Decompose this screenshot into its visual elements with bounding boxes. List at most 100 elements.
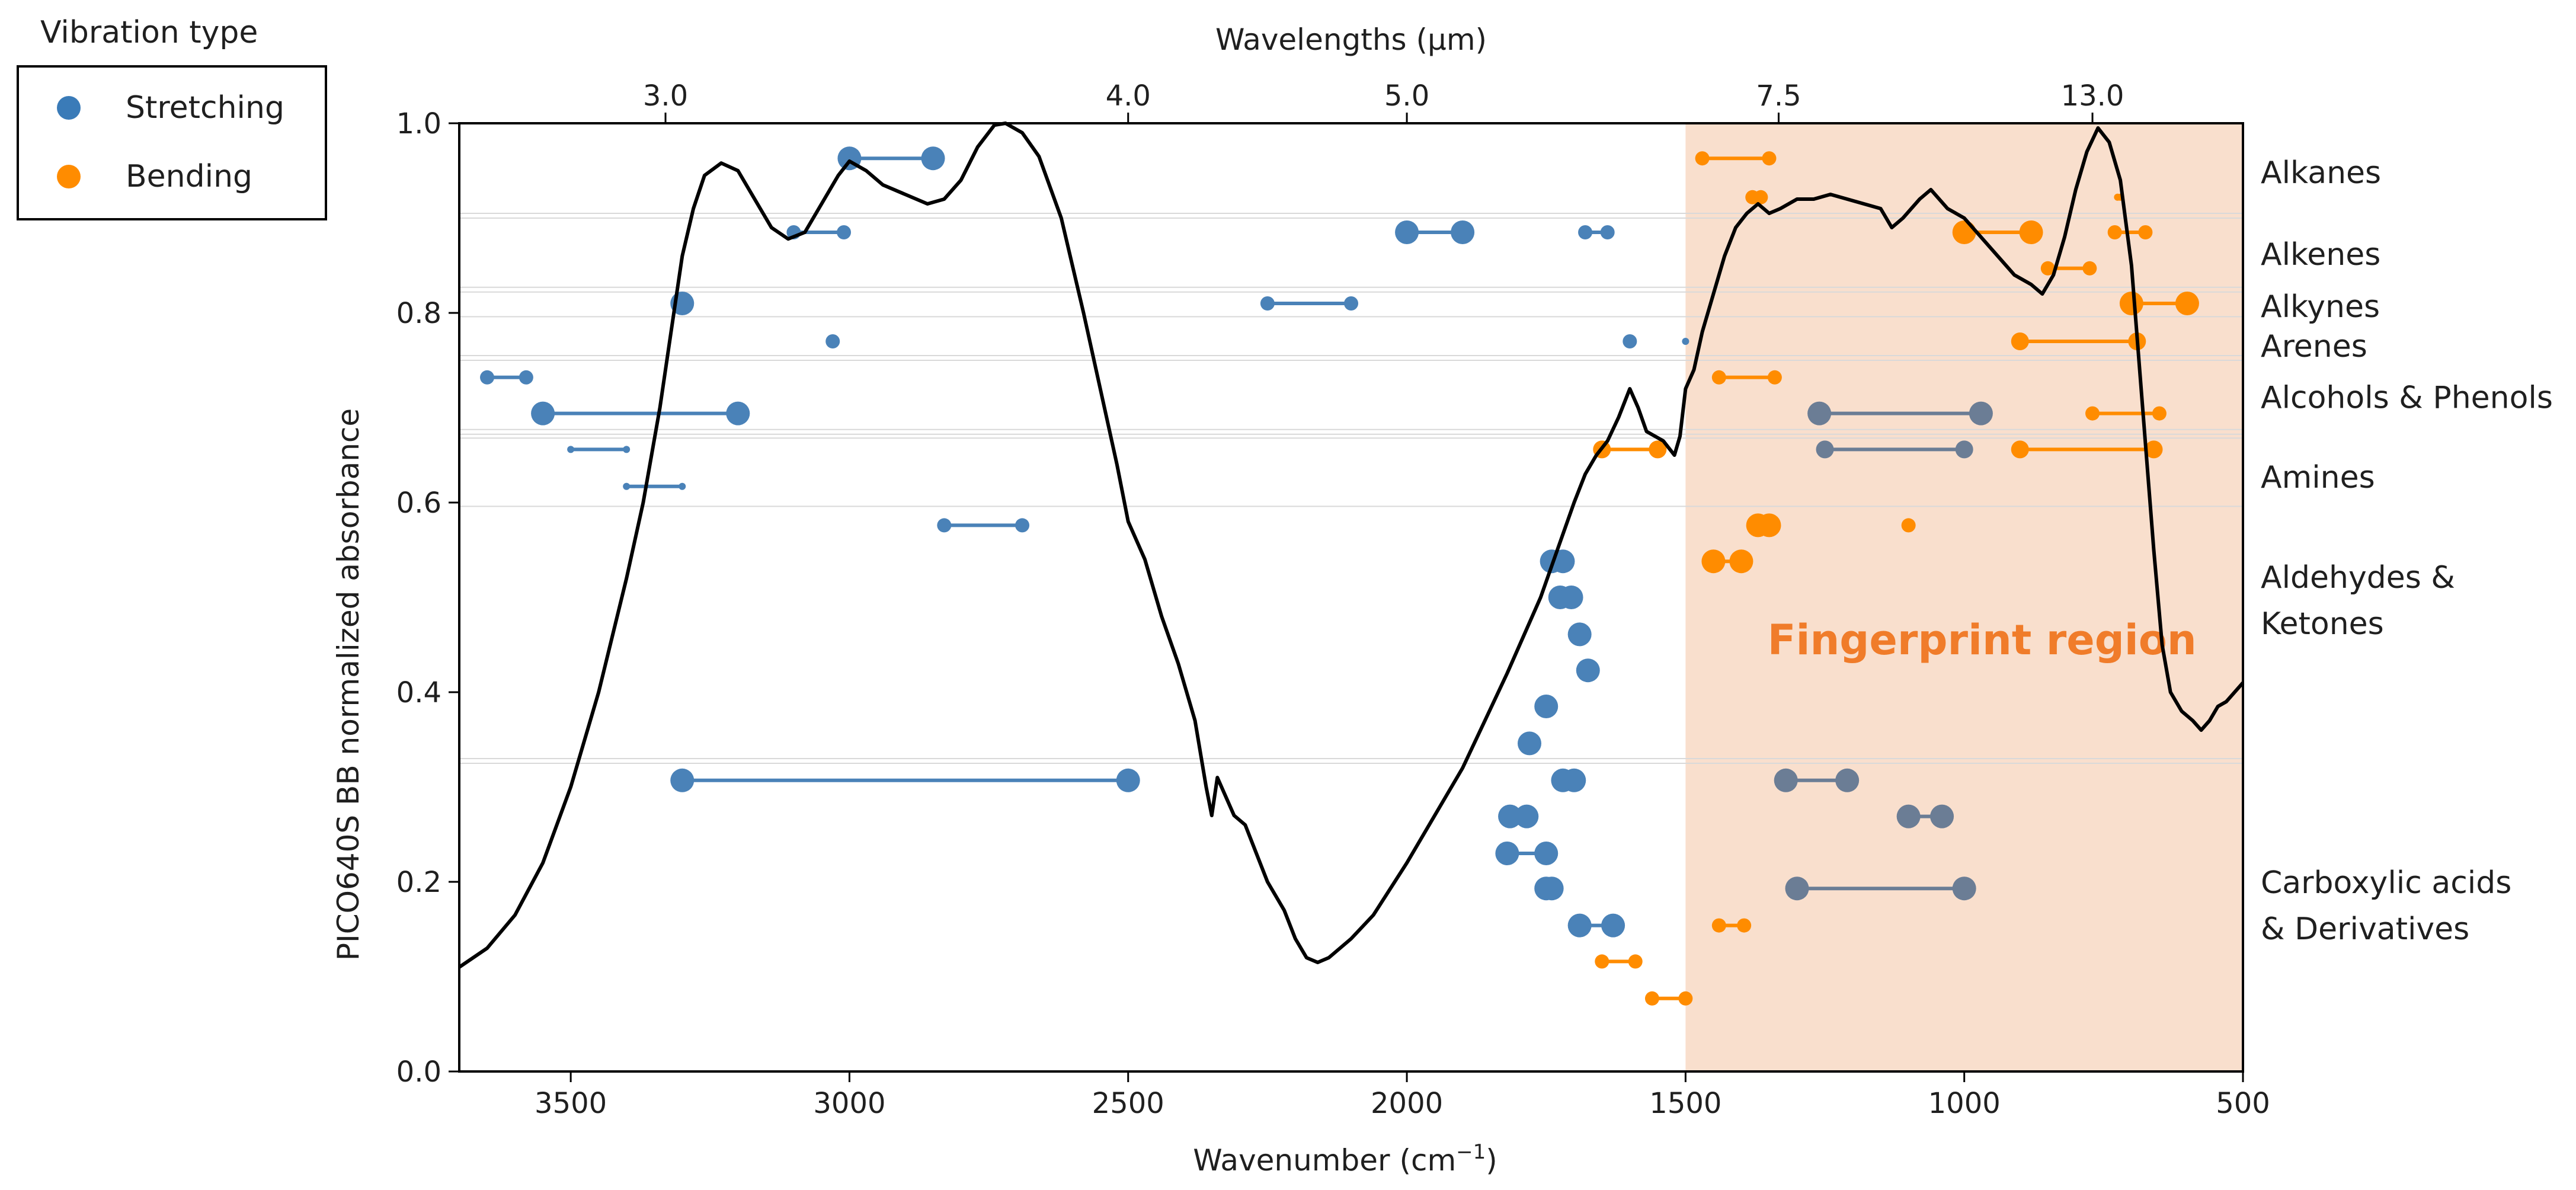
band-start-marker bbox=[531, 401, 555, 426]
carboxylic-gray-band bbox=[1774, 768, 1860, 792]
legend-title: Vibration type bbox=[40, 15, 258, 50]
band-start-marker bbox=[1711, 918, 1726, 933]
band-end-marker bbox=[1729, 549, 1753, 574]
x-tick-label: 1500 bbox=[1649, 1087, 1721, 1120]
amines-stretching-band bbox=[567, 446, 631, 453]
x-tick-label: 500 bbox=[2216, 1087, 2270, 1120]
functional-group-labels: Alkanes Alkenes Alkynes Arenes Alcohols & Ph… bbox=[2261, 155, 2553, 947]
band-start-marker bbox=[1695, 151, 1710, 166]
group-label: Arenes bbox=[2261, 329, 2367, 364]
y-tick-label: 1.0 bbox=[396, 107, 441, 140]
top-tick-label: 3.0 bbox=[643, 79, 688, 113]
aldehydes-stretching-band bbox=[1567, 622, 1592, 647]
arenes-bending-band bbox=[2011, 332, 2146, 350]
band-end-marker bbox=[1767, 370, 1782, 385]
band-end-marker bbox=[2152, 406, 2167, 421]
band-start-marker bbox=[1785, 876, 1809, 901]
amines-stretching-band bbox=[623, 482, 686, 490]
band-start-marker bbox=[2040, 261, 2055, 276]
band-start-marker bbox=[1567, 622, 1592, 647]
plot-frame bbox=[458, 122, 2244, 1073]
y-tick-label: 0.2 bbox=[396, 866, 441, 899]
alkenes-bending-band bbox=[2107, 225, 2153, 239]
band-start-marker bbox=[1518, 731, 1541, 756]
top-tick-label: 4.0 bbox=[1106, 79, 1151, 113]
band-start-marker bbox=[1595, 954, 1609, 969]
band-end-marker bbox=[1534, 842, 1559, 865]
band-start-marker bbox=[825, 334, 840, 348]
alcohols-stretching-band bbox=[531, 401, 750, 426]
band-end-marker bbox=[1451, 220, 1475, 244]
band-start-marker bbox=[2011, 332, 2029, 350]
band-end-marker bbox=[679, 482, 686, 490]
legend: Vibration type Stretching Bending bbox=[17, 15, 327, 220]
group-label: Alkenes bbox=[2261, 237, 2380, 273]
alkanes-bending-band bbox=[1745, 190, 1768, 204]
band-start-marker bbox=[1816, 440, 1834, 459]
band-start-marker bbox=[1260, 296, 1275, 311]
x-axis-title-superscript: −1 bbox=[1456, 1140, 1486, 1164]
alkanes-bending-band bbox=[1695, 151, 1777, 166]
band-start-marker bbox=[1498, 804, 1522, 828]
top-wavelength-axis: 3.0 4.0 5.0 7.5 13.0 bbox=[643, 79, 2124, 123]
band-end-marker bbox=[1628, 954, 1643, 969]
band-end-marker bbox=[1015, 518, 1030, 533]
x-axis-title: Wavenumber (cm−1) bbox=[1193, 1140, 1497, 1178]
band-end-marker bbox=[726, 401, 750, 426]
x-tick-label: 3500 bbox=[535, 1087, 607, 1120]
carboxylic-stretching-band bbox=[1495, 842, 1559, 865]
band-end-marker bbox=[1562, 768, 1586, 792]
band-start-marker bbox=[2107, 225, 2122, 239]
band-end-marker bbox=[2138, 225, 2153, 239]
band-end-marker bbox=[2019, 220, 2043, 244]
carboxylic-gray-band bbox=[1785, 876, 1976, 901]
band-start-marker bbox=[1578, 225, 1593, 239]
band-start-marker bbox=[1711, 370, 1726, 385]
aldehydes-bending-band bbox=[1746, 513, 1781, 538]
x-axis: 3500 3000 2500 2000 1500 1000 500 bbox=[535, 1071, 2270, 1120]
band-end-marker bbox=[1600, 225, 1615, 239]
band-end-marker bbox=[519, 370, 533, 385]
alkenes-stretching-band bbox=[1395, 220, 1475, 244]
band-end-marker bbox=[1344, 296, 1358, 311]
arenes-stretching-band bbox=[1623, 334, 1637, 348]
x-tick-label: 2000 bbox=[1371, 1087, 1443, 1120]
aldehydes-stretching-band bbox=[937, 518, 1030, 533]
carboxylic-stretching-band bbox=[1518, 731, 1541, 756]
alkenes-stretching-band bbox=[1578, 225, 1615, 239]
band-start-marker bbox=[1896, 804, 1921, 828]
fingerprint-region bbox=[1685, 123, 2243, 1071]
legend-bending-marker bbox=[57, 165, 81, 188]
group-label: & Derivatives bbox=[2261, 911, 2469, 947]
group-label: Alcohols & Phenols bbox=[2261, 380, 2553, 415]
band-start-marker bbox=[1623, 334, 1637, 348]
group-label: Alkanes bbox=[2261, 155, 2381, 191]
group-label: Alkynes bbox=[2261, 289, 2380, 325]
top-tick-label: 7.5 bbox=[1756, 79, 1801, 113]
alcohols-bending-band bbox=[2085, 406, 2167, 421]
band-end-marker bbox=[1649, 440, 1667, 459]
band-end-marker bbox=[1762, 151, 1777, 166]
y-axis: 0.0 0.2 0.4 0.6 0.8 1.0 bbox=[396, 107, 459, 1089]
aldehydes-stretching-band bbox=[1548, 586, 1583, 609]
aldehydes-bending-band bbox=[1901, 518, 1916, 533]
x-tick-label: 1000 bbox=[1928, 1087, 2001, 1120]
band-end-marker bbox=[1757, 513, 1781, 538]
band-end-marker bbox=[2082, 261, 2097, 276]
legend-box bbox=[17, 65, 327, 220]
band-start-marker bbox=[937, 518, 952, 533]
band-end-marker bbox=[1601, 913, 1625, 938]
band-start-marker bbox=[480, 370, 495, 385]
band-end-marker bbox=[1678, 991, 1693, 1006]
carboxylic-gray-band bbox=[1896, 804, 1954, 828]
y-tick-label: 0.8 bbox=[396, 297, 441, 330]
y-tick-label: 0.4 bbox=[396, 676, 441, 709]
carboxylic-stretching-band bbox=[1534, 695, 1559, 718]
top-axis-title: Wavelengths (μm) bbox=[1215, 23, 1487, 57]
band-end-marker bbox=[1835, 768, 1860, 792]
carboxylic-bending-band bbox=[1711, 918, 1752, 933]
band-start-marker bbox=[623, 482, 631, 490]
band-start-marker bbox=[1774, 768, 1798, 792]
y-axis-title: PICO640S BB normalized absorbance bbox=[331, 408, 366, 961]
